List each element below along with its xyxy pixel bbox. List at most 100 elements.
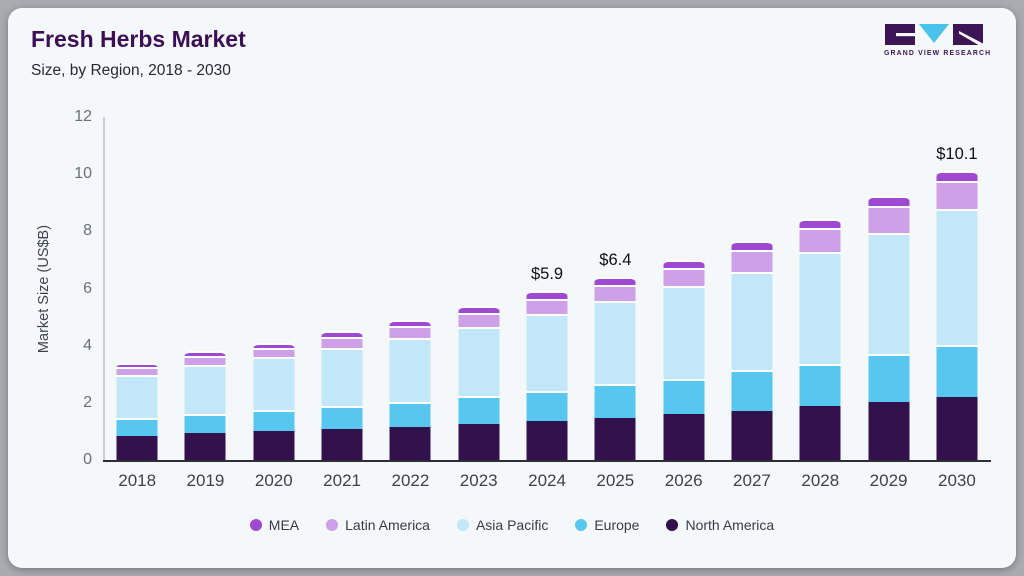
y-tick-4: 4: [83, 336, 92, 354]
bar-segment-mea-2024: [526, 291, 568, 299]
bar-column-2027: [718, 117, 786, 460]
bar-segment-north-america-2025: [594, 417, 636, 460]
bar-column-2018: [103, 117, 171, 460]
bar-segment-north-america-2027: [731, 410, 773, 460]
x-label-2028: 2028: [801, 471, 840, 490]
bar-segment-latin-america-2019: [184, 356, 226, 366]
bar-segment-north-america-2024: [526, 421, 568, 460]
bar-column-2029: [854, 117, 922, 460]
bar-value-label-2024: $5.9: [530, 265, 564, 284]
bar-segment-europe-2024: [526, 391, 568, 422]
bars-container: $5.9 $6.4 $10.1: [103, 117, 991, 460]
x-label-2019: 2019: [186, 471, 225, 490]
y-tick-0: 0: [83, 451, 92, 468]
bar-segment-europe-2030: [936, 345, 978, 397]
bar-segment-europe-2027: [731, 370, 773, 411]
bar-2019: [184, 351, 226, 460]
bar-segment-north-america-2021: [321, 428, 363, 460]
bar-segment-latin-america-2027: [731, 249, 773, 272]
bar-2022: [389, 319, 431, 460]
bar-value-label-2030: $10.1: [936, 145, 978, 164]
bar-segment-north-america-2023: [458, 424, 500, 460]
bar-column-2020: [240, 117, 308, 460]
bar-2030: [936, 171, 978, 460]
gvr-logo-text: GRAND VIEW RESEARCH: [884, 50, 992, 57]
bar-segment-asia-pacific-2028: [799, 252, 841, 364]
bar-segment-mea-2020: [253, 342, 295, 348]
bar-segment-mea-2023: [458, 305, 500, 313]
legend-label: Asia Pacific: [475, 517, 549, 533]
bar-column-2026: [650, 117, 718, 460]
legend-item-europe: Europe: [575, 517, 639, 533]
x-axis-line: [103, 460, 991, 462]
bar-segment-asia-pacific-2029: [868, 233, 910, 355]
bar-segment-asia-pacific-2023: [458, 327, 500, 397]
bar-segment-north-america-2022: [389, 427, 431, 460]
bar-segment-latin-america-2021: [321, 336, 363, 348]
bar-segment-north-america-2019: [184, 433, 226, 460]
x-axis-labels: 2018 2019 2020 2021 2022 2023 2024 2025 2026 2027…: [103, 471, 991, 491]
y-tick-10: 10: [74, 165, 92, 183]
grand-view-research-logo: GRAND VIEW RESEARCH: [884, 24, 992, 57]
bar-segment-north-america-2029: [868, 402, 910, 460]
bar-segment-asia-pacific-2019: [184, 365, 226, 414]
page-title: Fresh Herbs Market: [31, 26, 246, 52]
y-tick-8: 8: [83, 222, 92, 240]
bar-segment-asia-pacific-2022: [389, 337, 431, 402]
bar-2018: [116, 362, 158, 460]
bar-segment-latin-america-2024: [526, 298, 568, 314]
bar-segment-mea-2021: [321, 331, 363, 337]
legend-item-mea: MEA: [249, 517, 299, 533]
bar-segment-latin-america-2018: [116, 366, 158, 376]
bar-column-2024: $5.9: [513, 117, 581, 460]
bar-segment-europe-2020: [253, 410, 295, 432]
bar-segment-north-america-2030: [936, 396, 978, 460]
x-label-2030: 2030: [937, 471, 976, 490]
x-label-2022: 2022: [391, 471, 430, 490]
legend-label: Latin America: [345, 517, 430, 533]
legend-dot-asia-pacific: [456, 519, 469, 531]
gvr-logo-mark: [885, 24, 983, 45]
bar-segment-mea-2026: [663, 259, 705, 268]
bar-segment-mea-2019: [184, 351, 226, 356]
bar-segment-latin-america-2026: [663, 267, 705, 286]
bar-segment-north-america-2026: [663, 413, 705, 460]
bar-segment-asia-pacific-2024: [526, 313, 568, 392]
x-label-2020: 2020: [254, 471, 293, 490]
x-label-2023: 2023: [459, 471, 498, 490]
bar-segment-europe-2026: [663, 378, 705, 414]
bar-segment-europe-2019: [184, 414, 226, 434]
bar-column-2022: [376, 117, 444, 460]
legend-label: North America: [685, 517, 775, 533]
bar-segment-asia-pacific-2026: [663, 285, 705, 379]
bar-segment-latin-america-2029: [868, 205, 910, 234]
legend-item-latin-america: Latin America: [326, 517, 430, 533]
legend-label: Europe: [594, 517, 640, 533]
bar-segment-mea-2027: [731, 241, 773, 250]
bar-segment-europe-2018: [116, 418, 158, 436]
bar-column-2025: $6.4: [581, 117, 649, 460]
bar-segment-north-america-2028: [799, 406, 841, 460]
bar-segment-north-america-2018: [116, 435, 158, 460]
bar-2021: [321, 331, 363, 460]
plot-area: $5.9 $6.4 $10.1: [103, 117, 991, 462]
bar-segment-mea-2025: [594, 277, 636, 285]
x-label-2018: 2018: [118, 471, 157, 490]
bar-column-2030: $10.1: [923, 117, 991, 460]
bar-segment-asia-pacific-2018: [116, 375, 158, 418]
bar-segment-europe-2029: [868, 354, 910, 403]
y-tick-2: 2: [83, 393, 92, 411]
y-tick-6: 6: [83, 279, 92, 297]
bar-segment-latin-america-2025: [594, 284, 636, 302]
bar-segment-latin-america-2030: [936, 181, 978, 210]
bar-segment-asia-pacific-2021: [321, 347, 363, 406]
y-tick-12: 12: [74, 108, 92, 125]
bar-segment-asia-pacific-2027: [731, 271, 773, 371]
bar-2028: [799, 218, 841, 460]
bar-segment-north-america-2020: [253, 431, 295, 460]
x-label-2024: 2024: [528, 471, 566, 490]
chart-card: Fresh Herbs Market Size, by Region, 2018…: [8, 8, 1016, 568]
bar-segment-asia-pacific-2030: [936, 209, 978, 346]
bar-2023: [458, 305, 500, 460]
bar-2020: [253, 342, 295, 460]
